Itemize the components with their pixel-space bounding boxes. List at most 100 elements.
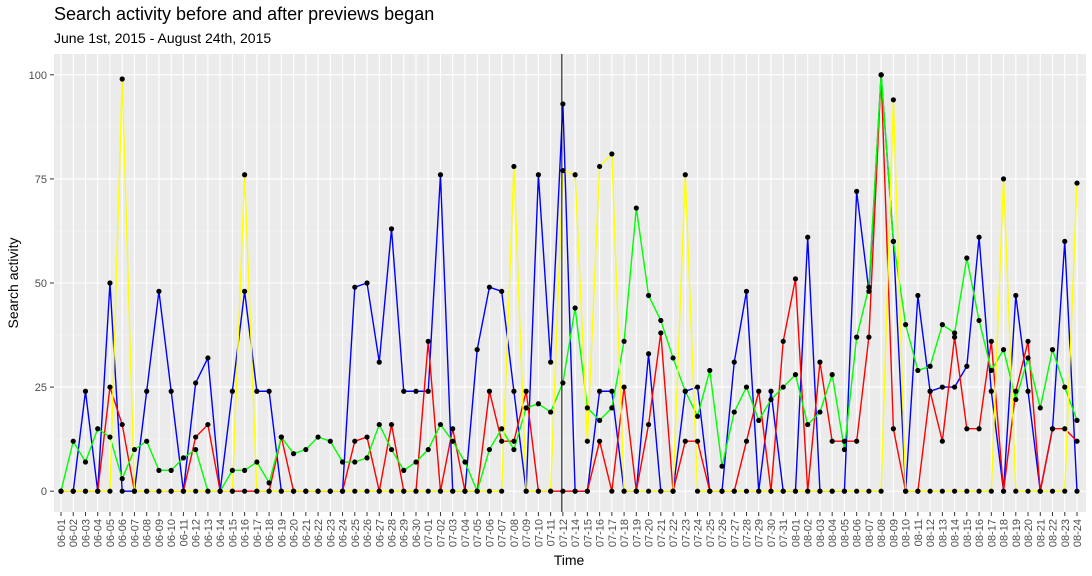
data-point	[1074, 417, 1080, 423]
data-point	[939, 384, 945, 390]
x-tick-label: 08-08	[876, 519, 888, 547]
data-point	[388, 421, 395, 428]
data-point	[535, 488, 541, 494]
data-point	[193, 446, 199, 453]
data-point	[499, 488, 505, 494]
x-tick-label: 06-08	[142, 519, 154, 547]
data-point	[792, 488, 799, 494]
data-point	[242, 288, 248, 294]
data-point	[609, 388, 615, 394]
data-point	[205, 421, 211, 428]
data-point	[1049, 426, 1056, 432]
data-point	[743, 288, 750, 294]
data-point	[1037, 405, 1043, 411]
data-point	[156, 288, 162, 294]
data-point	[364, 280, 370, 286]
data-point	[548, 488, 554, 494]
data-point	[107, 280, 113, 286]
data-point	[437, 488, 444, 494]
data-point	[499, 438, 505, 444]
data-point	[548, 409, 554, 415]
data-point	[780, 338, 786, 344]
data-point	[890, 238, 896, 244]
data-point	[119, 488, 125, 494]
x-tick-label: 07-05	[472, 519, 484, 547]
x-tick-label: 06-17	[252, 519, 264, 547]
data-point	[401, 388, 407, 394]
data-point	[474, 488, 480, 494]
data-point	[229, 488, 235, 494]
x-tick-label: 06-29	[399, 519, 411, 547]
x-tick-label: 07-20	[644, 519, 656, 547]
x-tick-label: 07-14	[570, 519, 582, 547]
data-point	[694, 438, 701, 444]
data-point	[523, 405, 529, 411]
data-point	[829, 372, 835, 378]
x-tick-label: 08-23	[1060, 519, 1072, 547]
x-tick-label: 07-23	[680, 519, 692, 547]
data-point	[572, 305, 578, 311]
data-point	[193, 380, 199, 386]
data-point	[82, 459, 89, 465]
data-point	[82, 388, 89, 394]
data-point	[792, 276, 799, 282]
data-point	[817, 359, 823, 365]
data-point	[988, 488, 994, 494]
x-tick-label: 06-12	[191, 519, 203, 547]
data-point	[462, 488, 468, 494]
x-axis-ticks: 06-01 06-02 06-03 06-04 06-05 06-06 06-07 06-08…	[56, 512, 1084, 547]
data-point	[119, 476, 125, 482]
data-point	[254, 388, 260, 394]
data-point	[1013, 388, 1019, 394]
x-tick-label: 08-05	[839, 519, 851, 547]
data-point	[951, 488, 958, 494]
data-point	[242, 467, 248, 473]
data-point	[535, 172, 541, 178]
data-point	[951, 334, 958, 340]
data-point	[597, 163, 603, 170]
data-point	[560, 380, 566, 386]
x-tick-label: 08-10	[901, 519, 913, 547]
data-point	[694, 488, 701, 494]
x-tick-label: 07-18	[619, 519, 631, 547]
data-point	[352, 488, 358, 494]
x-tick-label: 07-29	[754, 519, 766, 547]
x-tick-label: 08-02	[803, 519, 815, 547]
data-point	[805, 234, 811, 240]
x-tick-label: 08-17	[986, 519, 998, 547]
data-point	[339, 459, 346, 465]
data-point	[364, 488, 370, 494]
data-point	[119, 421, 125, 428]
data-point	[756, 488, 762, 494]
x-tick-label: 06-18	[264, 519, 276, 547]
data-point	[511, 388, 517, 394]
data-point	[168, 467, 174, 473]
x-tick-label: 06-22	[313, 519, 325, 547]
data-point	[95, 488, 101, 494]
data-point	[486, 488, 493, 494]
x-tick-label: 07-07	[497, 519, 509, 547]
data-point	[866, 288, 872, 294]
data-point	[927, 388, 933, 394]
data-point	[401, 488, 407, 494]
data-point	[388, 226, 395, 232]
data-point	[841, 488, 848, 494]
data-point	[658, 330, 664, 336]
data-point	[890, 97, 896, 103]
data-point	[951, 330, 958, 336]
data-point	[645, 421, 652, 428]
x-tick-label: 06-27	[374, 519, 386, 547]
data-point	[413, 488, 419, 494]
data-point	[315, 488, 321, 494]
data-point	[266, 388, 272, 394]
data-point	[805, 421, 811, 428]
data-point	[817, 409, 823, 415]
data-point	[780, 488, 786, 494]
data-point	[303, 488, 309, 494]
x-tick-label: 07-25	[705, 519, 717, 547]
data-point	[217, 488, 223, 494]
data-point	[1062, 238, 1068, 244]
data-point	[621, 338, 627, 344]
x-tick-label: 06-01	[56, 519, 68, 547]
y-tick-label: 0	[41, 486, 47, 498]
